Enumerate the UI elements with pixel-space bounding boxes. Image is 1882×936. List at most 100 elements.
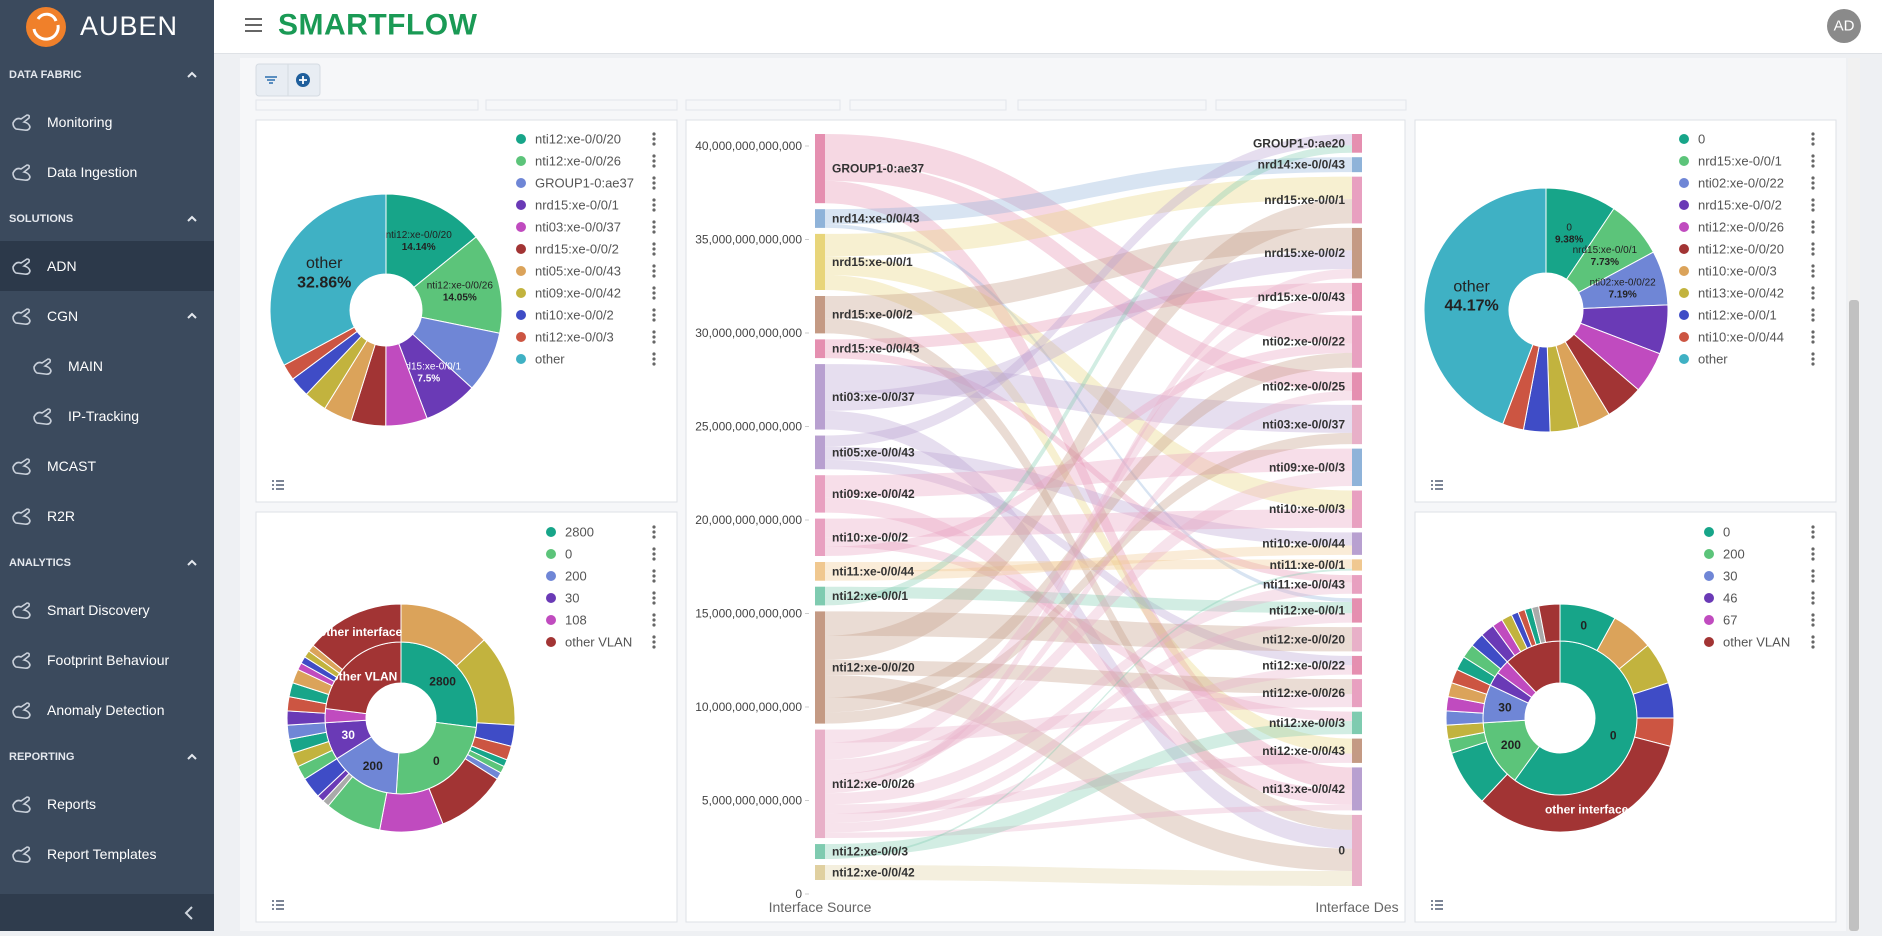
legend-label[interactable]: nrd15:xe-0/0/2 (1698, 198, 1782, 213)
legend-menu[interactable] (1811, 198, 1815, 212)
legend-label[interactable]: GROUP1-0:ae37 (535, 176, 634, 191)
legend-label[interactable]: other VLAN (1723, 635, 1790, 650)
legend-label[interactable]: 30 (565, 591, 579, 606)
legend-label[interactable]: 200 (1723, 547, 1745, 562)
nav-section[interactable]: SOLUTIONS (0, 197, 214, 241)
legend-label[interactable]: nrd15:xe-0/0/1 (1698, 154, 1782, 169)
legend-label[interactable]: nti02:xe-0/0/22 (1698, 176, 1784, 191)
menu-dot (652, 645, 656, 649)
list-button[interactable] (272, 480, 284, 490)
legend-menu[interactable] (652, 286, 656, 300)
brand: SMARTFLOW (278, 9, 478, 42)
legend-menu[interactable] (1811, 525, 1815, 539)
legend-menu[interactable] (1811, 569, 1815, 583)
legend-label[interactable]: nti03:xe-0/0/37 (535, 220, 621, 235)
nav-item[interactable]: Smart Discovery (0, 585, 214, 635)
legend-menu[interactable] (1811, 176, 1815, 190)
nav-section[interactable]: ANALYTICS (0, 541, 214, 585)
legend-menu[interactable] (1811, 635, 1815, 649)
menu-dot (652, 618, 656, 622)
flow (825, 568, 1352, 860)
legend-label[interactable]: 2800 (565, 525, 594, 540)
legend-menu[interactable] (1811, 154, 1815, 168)
scrollbar-thumb[interactable] (1849, 300, 1859, 931)
collapse-bar[interactable] (0, 894, 214, 931)
legend-label[interactable]: 200 (565, 569, 587, 584)
legend-menu[interactable] (652, 176, 656, 190)
legend-menu[interactable] (652, 635, 656, 649)
legend-menu[interactable] (652, 198, 656, 212)
legend-menu[interactable] (1811, 613, 1815, 627)
legend-menu[interactable] (652, 525, 656, 539)
legend-menu[interactable] (652, 220, 656, 234)
nav-section[interactable]: DATA FABRIC (0, 53, 214, 97)
nav-item[interactable]: CGN (0, 291, 214, 341)
avatar[interactable] (1827, 9, 1861, 43)
list-button[interactable] (1431, 480, 1443, 490)
legend-label[interactable]: nti12:xe-0/0/1 (1698, 308, 1777, 323)
legend-label[interactable]: nti13:xe-0/0/42 (1698, 286, 1784, 301)
legend-menu[interactable] (1811, 132, 1815, 146)
nav-item[interactable]: R2R (0, 491, 214, 541)
legend-label[interactable]: nti12:xe-0/0/26 (535, 154, 621, 169)
legend-label[interactable]: 0 (1698, 132, 1705, 147)
nav-item[interactable]: Monitoring (0, 97, 214, 147)
legend-menu[interactable] (652, 242, 656, 256)
legend-menu[interactable] (1811, 286, 1815, 300)
nav-item[interactable]: Anomaly Detection (0, 685, 214, 735)
legend-menu[interactable] (1811, 242, 1815, 256)
legend-label[interactable]: 0 (1723, 525, 1730, 540)
list-button[interactable] (272, 900, 284, 910)
nav-item[interactable]: Reports (0, 779, 214, 829)
legend-label[interactable]: nti09:xe-0/0/42 (535, 286, 621, 301)
legend-label[interactable]: nrd15:xe-0/0/2 (535, 242, 619, 257)
nav-item[interactable]: MCAST (0, 441, 214, 491)
legend-menu[interactable] (1811, 264, 1815, 278)
legend-label[interactable]: nti12:xe-0/0/26 (1698, 220, 1784, 235)
legend-label[interactable]: 46 (1723, 591, 1737, 606)
legend-menu[interactable] (1811, 352, 1815, 366)
legend-menu[interactable] (652, 352, 656, 366)
menu-button[interactable] (245, 18, 262, 32)
legend-label[interactable]: other (1698, 352, 1728, 367)
legend-menu[interactable] (652, 132, 656, 146)
legend-label[interactable]: nrd15:xe-0/0/1 (535, 198, 619, 213)
flow (825, 509, 1352, 538)
legend-label[interactable]: 30 (1723, 569, 1737, 584)
legend-menu[interactable] (1811, 330, 1815, 344)
legend-menu[interactable] (1811, 547, 1815, 561)
legend-menu[interactable] (652, 569, 656, 583)
nav-item[interactable]: MAIN (0, 341, 214, 391)
legend-label[interactable]: other VLAN (565, 635, 632, 650)
legend-menu[interactable] (652, 308, 656, 322)
legend-menu[interactable] (1811, 220, 1815, 234)
legend-label[interactable]: other (535, 352, 565, 367)
legend-label[interactable]: nti05:xe-0/0/43 (535, 264, 621, 279)
legend-menu[interactable] (1811, 308, 1815, 322)
legend-label[interactable]: 67 (1723, 613, 1737, 628)
legend-label[interactable]: nti10:xe-0/0/44 (1698, 330, 1784, 345)
filter-button[interactable] (265, 76, 277, 84)
legend-menu[interactable] (652, 613, 656, 627)
legend-label[interactable]: nti10:xe-0/0/3 (1698, 264, 1777, 279)
legend-menu[interactable] (652, 264, 656, 278)
legend-label[interactable]: nti10:xe-0/0/2 (535, 308, 614, 323)
nav-item[interactable]: Report Templates (0, 829, 214, 879)
legend-menu[interactable] (652, 154, 656, 168)
nav-item[interactable]: Data Ingestion (0, 147, 214, 197)
legend-menu[interactable] (652, 330, 656, 344)
legend-menu[interactable] (652, 547, 656, 561)
legend-menu[interactable] (1811, 591, 1815, 605)
nav-item[interactable]: ADN (0, 241, 214, 291)
nav-item[interactable]: Footprint Behaviour (0, 635, 214, 685)
legend-label[interactable]: nti12:xe-0/0/20 (535, 132, 621, 147)
legend-menu[interactable] (652, 591, 656, 605)
legend-label[interactable]: nti12:xe-0/0/20 (1698, 242, 1784, 257)
list-button[interactable] (1431, 900, 1443, 910)
nav-item[interactable]: IP-Tracking (0, 391, 214, 441)
legend-label[interactable]: 108 (565, 613, 587, 628)
legend-label[interactable]: 0 (565, 547, 572, 562)
nav-section[interactable]: REPORTING (0, 735, 214, 779)
source-node (815, 586, 825, 606)
legend-label[interactable]: nti12:xe-0/0/3 (535, 330, 614, 345)
